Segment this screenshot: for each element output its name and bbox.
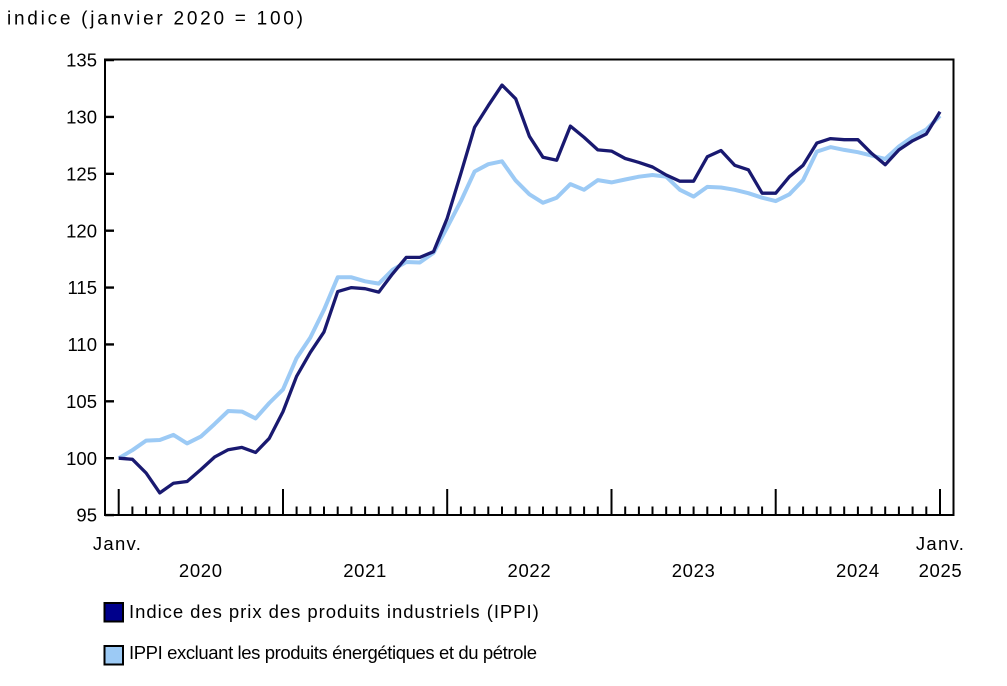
svg-text:95: 95	[76, 505, 97, 526]
svg-text:indice (janvier 2020 = 100): indice (janvier 2020 = 100)	[7, 9, 306, 30]
svg-text:2020: 2020	[179, 560, 223, 581]
svg-text:Janv.: Janv.	[93, 533, 142, 554]
svg-text:Indice des prix des produits i: Indice des prix des produits industriels…	[129, 601, 540, 622]
svg-text:100: 100	[66, 448, 97, 469]
svg-text:Janv.: Janv.	[916, 533, 965, 554]
svg-text:130: 130	[66, 107, 97, 128]
svg-text:2022: 2022	[508, 560, 552, 581]
svg-text:2024: 2024	[836, 560, 880, 581]
svg-text:2021: 2021	[343, 560, 387, 581]
svg-text:2023: 2023	[672, 560, 716, 581]
svg-text:115: 115	[68, 277, 98, 298]
svg-text:125: 125	[66, 163, 97, 184]
svg-text:110: 110	[68, 334, 98, 355]
svg-text:135: 135	[66, 50, 97, 71]
svg-text:105: 105	[66, 391, 97, 412]
svg-text:IPPI excluant les produits éne: IPPI excluant les produits énergétiques …	[129, 642, 537, 663]
svg-text:120: 120	[66, 220, 97, 241]
svg-text:2025: 2025	[919, 560, 963, 581]
